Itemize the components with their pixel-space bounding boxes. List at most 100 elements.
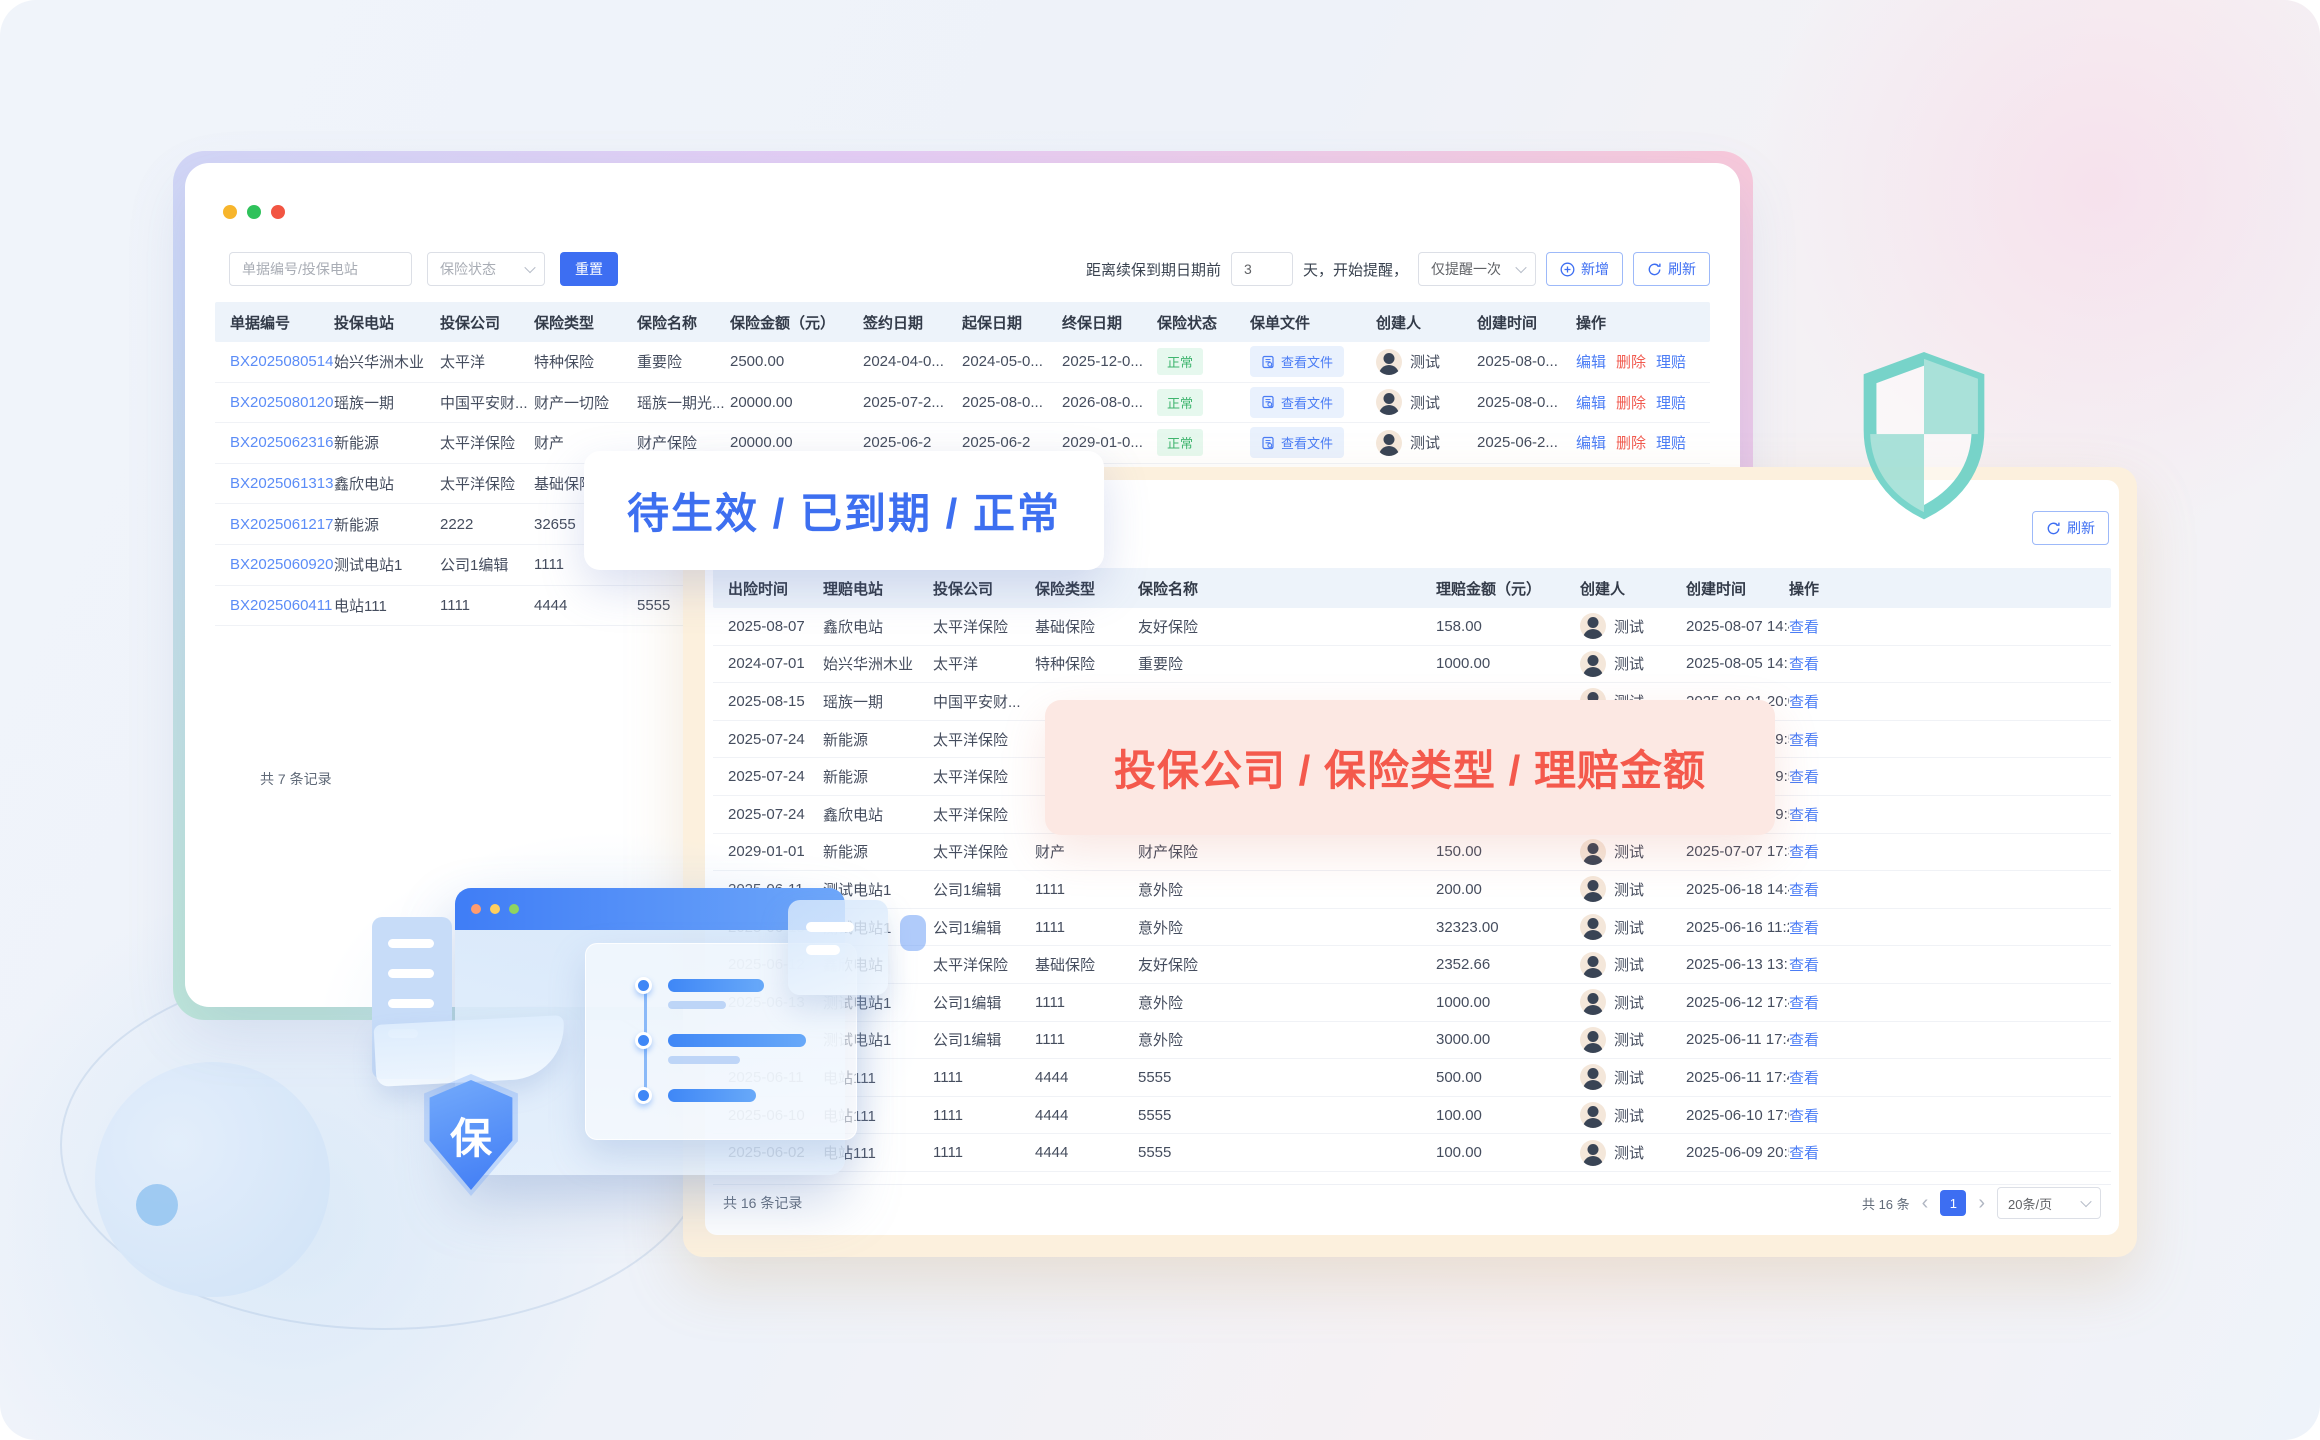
company-cell: 太平洋 xyxy=(440,354,486,372)
start-date-cell: 2025-08-0... xyxy=(962,393,1043,411)
insurance-type-cell: 1111 xyxy=(1035,918,1066,936)
row-actions: 编辑 删除 理赔 xyxy=(1576,432,1710,453)
col-header: 理赔电站 xyxy=(823,580,884,598)
status-select[interactable]: 保险状态 xyxy=(427,252,545,286)
view-link[interactable]: 查看 xyxy=(1789,881,1820,899)
page-size-select[interactable]: 20条/页 xyxy=(1997,1187,2101,1219)
edit-link[interactable]: 编辑 xyxy=(1576,354,1607,372)
refresh-button[interactable]: 刷新 xyxy=(1633,252,1710,286)
insurance-name-cell: 友好保险 xyxy=(1138,957,1199,975)
decor-bar xyxy=(668,979,764,992)
policy-id-link[interactable]: BX2025060411 xyxy=(230,596,333,614)
avatar xyxy=(1580,876,1606,903)
reset-button[interactable]: 重置 xyxy=(560,252,618,286)
company-cell: 公司1编辑 xyxy=(933,919,1002,937)
station-cell: 新能源 xyxy=(823,844,869,862)
col-header: 保单文件 xyxy=(1250,314,1311,332)
claims-table-header: 出险时间 理赔电站 投保公司 保险类型 保险名称 理赔金额（元） 创建人 创建时… xyxy=(713,568,2111,608)
edit-link[interactable]: 编辑 xyxy=(1576,394,1607,412)
col-header: 创建时间 xyxy=(1686,580,1747,598)
decor-illustration: 保 xyxy=(315,830,926,1225)
insurance-name-cell: 意外险 xyxy=(1138,919,1184,937)
remind-mode-select[interactable]: 仅提醒一次 xyxy=(1418,252,1536,286)
delete-link[interactable]: 删除 xyxy=(1616,394,1647,412)
insurance-name-cell: 意外险 xyxy=(1138,994,1184,1012)
view-link[interactable]: 查看 xyxy=(1789,731,1820,749)
col-header: 保险状态 xyxy=(1157,314,1218,332)
view-link[interactable]: 查看 xyxy=(1789,656,1820,674)
view-link[interactable]: 查看 xyxy=(1789,994,1820,1012)
col-header: 终保日期 xyxy=(1062,314,1123,332)
view-link[interactable]: 查看 xyxy=(1789,1069,1820,1087)
claims-refresh-label: 刷新 xyxy=(2067,520,2095,536)
view-link[interactable]: 查看 xyxy=(1789,1032,1820,1050)
status-callout: 待生效 / 已到期 / 正常 xyxy=(584,451,1104,570)
view-file-button[interactable]: 查看文件 xyxy=(1250,386,1345,418)
station-cell: 新能源 xyxy=(823,731,869,749)
prev-page-arrow[interactable]: ‹ xyxy=(1921,1192,1929,1214)
view-file-button[interactable]: 查看文件 xyxy=(1250,346,1345,378)
decor-bar xyxy=(668,1001,726,1009)
status-badge: 正常 xyxy=(1157,388,1204,416)
insurance-type-cell: 基础保险 xyxy=(1035,618,1096,636)
window-minimize-dot[interactable] xyxy=(223,205,237,219)
page-number[interactable]: 1 xyxy=(1940,1190,1967,1216)
creator-name: 测试 xyxy=(1614,1145,1645,1163)
decor-mini-window-header xyxy=(455,888,845,930)
edit-link[interactable]: 编辑 xyxy=(1576,435,1607,453)
policy-id-link[interactable]: BX2025061313 xyxy=(230,475,334,493)
view-link[interactable]: 查看 xyxy=(1789,806,1820,824)
start-date-cell: 2024-05-0... xyxy=(962,353,1043,371)
insurance-badge-text: 保 xyxy=(449,1114,492,1162)
claims-refresh-button[interactable]: 刷新 xyxy=(2032,511,2109,545)
creator-name: 测试 xyxy=(1410,435,1441,453)
view-link[interactable]: 查看 xyxy=(1789,844,1820,862)
view-link[interactable]: 查看 xyxy=(1789,1145,1820,1163)
view-link[interactable]: 查看 xyxy=(1789,957,1820,975)
policy-id-link[interactable]: BX2025080514 xyxy=(230,353,334,371)
decor-paper xyxy=(788,900,888,995)
window-close-dot[interactable] xyxy=(271,205,285,219)
window-controls xyxy=(223,205,285,219)
decor-dot xyxy=(136,1184,178,1226)
view-link[interactable]: 查看 xyxy=(1789,919,1820,937)
search-input[interactable] xyxy=(229,252,412,286)
row-actions: 编辑 删除 理赔 xyxy=(1576,351,1710,372)
add-button[interactable]: 新增 xyxy=(1546,252,1623,286)
company-cell: 1111 xyxy=(933,1106,964,1124)
col-header: 投保公司 xyxy=(933,580,994,598)
claims-table-row: 2025-06-10 电站111 1111 4444 5555 100.00 测… xyxy=(713,1097,2111,1135)
col-header: 出险时间 xyxy=(728,580,789,598)
claim-link[interactable]: 理赔 xyxy=(1656,394,1687,412)
insurance-type-cell: 4444 xyxy=(1035,1144,1069,1162)
policy-id-link[interactable]: BX2025061217 xyxy=(230,515,334,533)
policy-id-link[interactable]: BX2025062316 xyxy=(230,434,334,452)
claim-link[interactable]: 理赔 xyxy=(1656,354,1687,372)
next-page-arrow[interactable]: › xyxy=(1978,1192,1985,1214)
window-maximize-dot[interactable] xyxy=(247,205,261,219)
station-cell: 鑫欣电站 xyxy=(823,806,884,824)
claims-table-row: 2025-06-11 测试电站1 公司1编辑 1111 意外险 200.00 测… xyxy=(713,871,2111,909)
col-header: 起保日期 xyxy=(962,314,1023,332)
view-link[interactable]: 查看 xyxy=(1789,693,1820,711)
policy-id-link[interactable]: BX2025080120 xyxy=(230,393,334,411)
station-cell: 新能源 xyxy=(334,435,380,453)
view-link[interactable]: 查看 xyxy=(1789,618,1820,636)
claim-link[interactable]: 理赔 xyxy=(1656,435,1687,453)
company-cell: 太平洋保险 xyxy=(440,435,516,453)
insurance-name-cell: 重要险 xyxy=(637,354,683,372)
insurance-name-cell: 意外险 xyxy=(1138,1032,1184,1050)
amount-cell: 20000.00 xyxy=(730,393,793,411)
policy-id-link[interactable]: BX2025060920 xyxy=(230,556,334,574)
created-time-cell: 2025-06-11 17:46:20 xyxy=(1686,1031,1789,1049)
created-time-cell: 2025-06-10 17:07:39 xyxy=(1686,1106,1789,1124)
insurance-type-cell: 1111 xyxy=(1035,993,1066,1011)
delete-link[interactable]: 删除 xyxy=(1616,354,1647,372)
delete-link[interactable]: 删除 xyxy=(1616,435,1647,453)
view-link[interactable]: 查看 xyxy=(1789,769,1820,787)
station-cell: 始兴华洲木业 xyxy=(334,354,425,372)
view-file-button[interactable]: 查看文件 xyxy=(1250,427,1345,459)
amount-cell: 2500.00 xyxy=(730,353,785,371)
remind-days-input[interactable] xyxy=(1230,252,1293,286)
view-link[interactable]: 查看 xyxy=(1789,1107,1820,1125)
